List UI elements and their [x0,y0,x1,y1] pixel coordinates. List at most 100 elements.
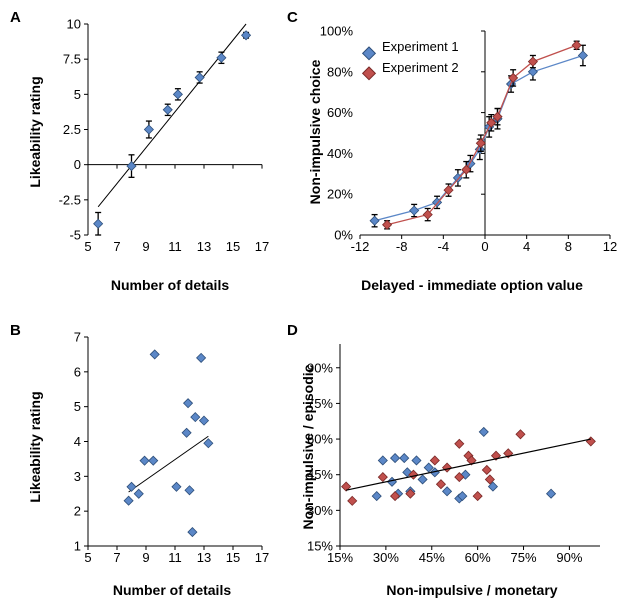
data-point-series-2 [527,56,538,67]
data-point-series-2 [492,111,503,122]
data-point-series-2 [515,429,526,440]
data-point-series-1 [441,486,453,497]
fit-line [345,438,591,491]
x-tick-label: 4 [523,239,530,254]
y-tick-label: -2.5 [59,192,81,207]
legend-marker-experiment-1 [361,46,377,61]
x-tick-label: 7 [113,239,120,254]
y-tick-label: 2 [74,504,81,519]
x-tick-label: 13 [197,550,211,565]
y-tick-label: 60% [307,432,333,447]
data-point-series-2 [466,455,477,466]
data-point [196,352,207,363]
data-point-series-2 [441,462,453,473]
panel-d-plot: 15% 30% 45% 60% 75% 90% 15% 30% 45% 60% 75% 90% [307,344,600,565]
data-point-series-2 [475,138,486,149]
x-tick-label: 9 [142,239,149,254]
data-point [148,455,159,466]
data-point-series-1 [478,426,489,437]
y-tick-label: 0% [334,228,353,243]
data-point [198,415,210,426]
data-point [139,455,150,466]
panel-c-plot: -12 -8 -4 0 4 8 12 0% 20% 40% 60% 80% 100% [320,24,617,255]
legend-label-experiment-1: Experiment 1 [382,39,459,54]
data-point-series-2 [461,164,472,175]
data-point-series-1 [411,455,422,466]
y-tick-label: 10 [67,17,81,32]
panel-b: B 5 7 9 11 13 15 17 1 2 3 4 5 6 7 Number of details L… [10,322,269,598]
data-point-series-2 [571,40,582,51]
fit-line [128,435,209,493]
data-point [133,488,144,499]
data-point [240,30,252,41]
y-tick-label: 3 [74,469,81,484]
panel-b-plot: 5 7 9 11 13 15 17 1 2 3 4 5 6 7 [74,330,269,566]
x-tick-label: 13 [197,239,211,254]
x-tick-label: 15 [226,239,240,254]
data-point [171,481,182,492]
data-point-series-1 [371,491,382,502]
data-point-series-2 [389,491,401,502]
y-tick-label: 75% [307,396,333,411]
data-point-series-1 [377,455,388,466]
data-point-series-2 [481,464,492,476]
panel-b-letter: B [10,322,21,339]
data-point-series-2 [484,474,495,485]
data-point-series-1 [423,462,434,473]
y-tick-label: 90% [307,360,333,375]
data-point [143,124,154,135]
x-tick-label: 15% [327,550,353,565]
x-tick-label: 12 [603,239,617,254]
data-point-series-2 [435,479,447,490]
x-tick-label: -12 [351,239,370,254]
x-tick-label: 17 [255,239,269,254]
data-point [172,89,183,100]
data-point-series-2 [347,495,358,506]
panel-c-xlabel: Delayed - immediate option value [361,277,583,293]
y-tick-label: 5 [74,87,81,102]
data-point [203,438,214,449]
data-point [126,161,137,172]
data-point-series-2 [454,472,465,483]
y-tick-label: 60% [327,105,353,120]
y-tick-label: 40% [327,146,353,161]
panel-c-letter: C [287,9,298,26]
data-point [187,527,198,538]
data-point-series-1 [389,453,401,464]
panel-a-letter: A [10,9,21,26]
panel-b-xlabel: Number of details [113,582,231,598]
data-point-series-2 [422,209,433,220]
series-line-1 [374,54,584,222]
x-tick-label: 45% [419,550,445,565]
data-point [182,398,194,409]
x-tick-label: 60% [465,550,491,565]
data-point-series-2 [443,185,454,196]
data-point [93,218,104,229]
legend-marker-experiment-2 [361,66,377,81]
data-point-series-1 [527,66,538,77]
panel-b-ylabel: Likeability rating [27,391,43,502]
x-tick-label: 15 [226,550,240,565]
y-tick-label: 0 [74,157,81,172]
data-point-series-2 [454,438,465,449]
data-point [216,52,227,63]
y-tick-label: 2.5 [63,122,81,137]
y-tick-label: 4 [74,434,81,449]
x-tick-label: 11 [168,550,182,565]
data-point [181,427,192,438]
data-point-series-1 [545,488,557,499]
x-tick-label: -8 [396,239,408,254]
x-tick-label: 0 [481,239,488,254]
y-tick-label: 15% [307,539,333,554]
x-tick-label: 75% [511,550,537,565]
panel-c-ylabel: Non-impulsive choice [307,59,323,204]
x-tick-label: 5 [84,550,91,565]
x-tick-label: 11 [168,239,182,254]
x-tick-label: 90% [556,550,582,565]
data-point-series-2 [508,72,519,83]
data-point-series-1 [417,474,428,485]
y-tick-label: 80% [327,64,353,79]
data-point-series-2 [429,455,440,466]
data-point-series-1 [457,491,468,502]
